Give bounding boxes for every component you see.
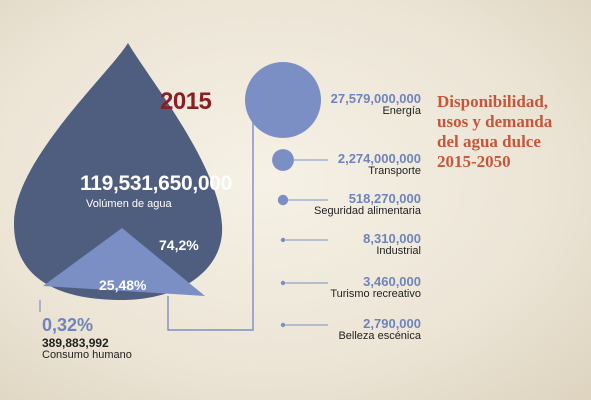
water-drop xyxy=(13,43,223,300)
chart-title-line: 2015-2050 xyxy=(437,152,511,171)
bubble-2 xyxy=(277,194,289,206)
bubble-1 xyxy=(272,149,294,171)
human-consumption-label: Consumo humano xyxy=(42,349,132,361)
use-value-1: 2,274,000,000 xyxy=(337,151,421,166)
bubble-3 xyxy=(280,237,286,243)
total-volume-value: 119,531,650,000 xyxy=(80,172,232,195)
use-value-5: 2,790,000 xyxy=(363,316,421,331)
total-volume-label: Volúmen de agua xyxy=(86,198,172,210)
connector-line xyxy=(167,105,254,331)
use-value-3: 8,310,000 xyxy=(363,231,421,246)
use-value-0: 27,579,000,000 xyxy=(330,91,421,106)
share-74-2-label: 74,2% xyxy=(159,237,199,253)
chart-title: Disponibilidad, usos y demanda del agua … xyxy=(437,92,587,172)
use-label-4: Turismo recreativo xyxy=(330,288,421,300)
chart-title-line: Disponibilidad, xyxy=(437,92,549,111)
bubble-5 xyxy=(280,322,286,328)
use-value-4: 3,460,000 xyxy=(363,274,421,289)
use-value-2: 518,270,000 xyxy=(348,191,421,206)
use-label-5: Belleza escénica xyxy=(338,330,421,342)
bubble-4 xyxy=(280,280,286,286)
share-wedge-25-48 xyxy=(43,228,205,296)
year-label: 2015 xyxy=(160,88,212,115)
use-label-0: Energía xyxy=(382,105,421,117)
bubble-0 xyxy=(245,62,321,138)
chart-title-line: del agua dulce xyxy=(437,132,541,151)
use-label-3: Industrial xyxy=(376,245,421,257)
use-label-2: Seguridad alimentaria xyxy=(313,205,421,217)
share-0-32-label: 0,32% xyxy=(42,315,94,335)
human-consumption-value: 389,883,992 xyxy=(42,336,109,350)
usage-bubbles xyxy=(245,62,328,328)
use-label-1: Transporte xyxy=(368,165,421,177)
chart-title-line: usos y demanda xyxy=(437,112,553,131)
share-25-48-label: 25,48% xyxy=(99,277,147,293)
